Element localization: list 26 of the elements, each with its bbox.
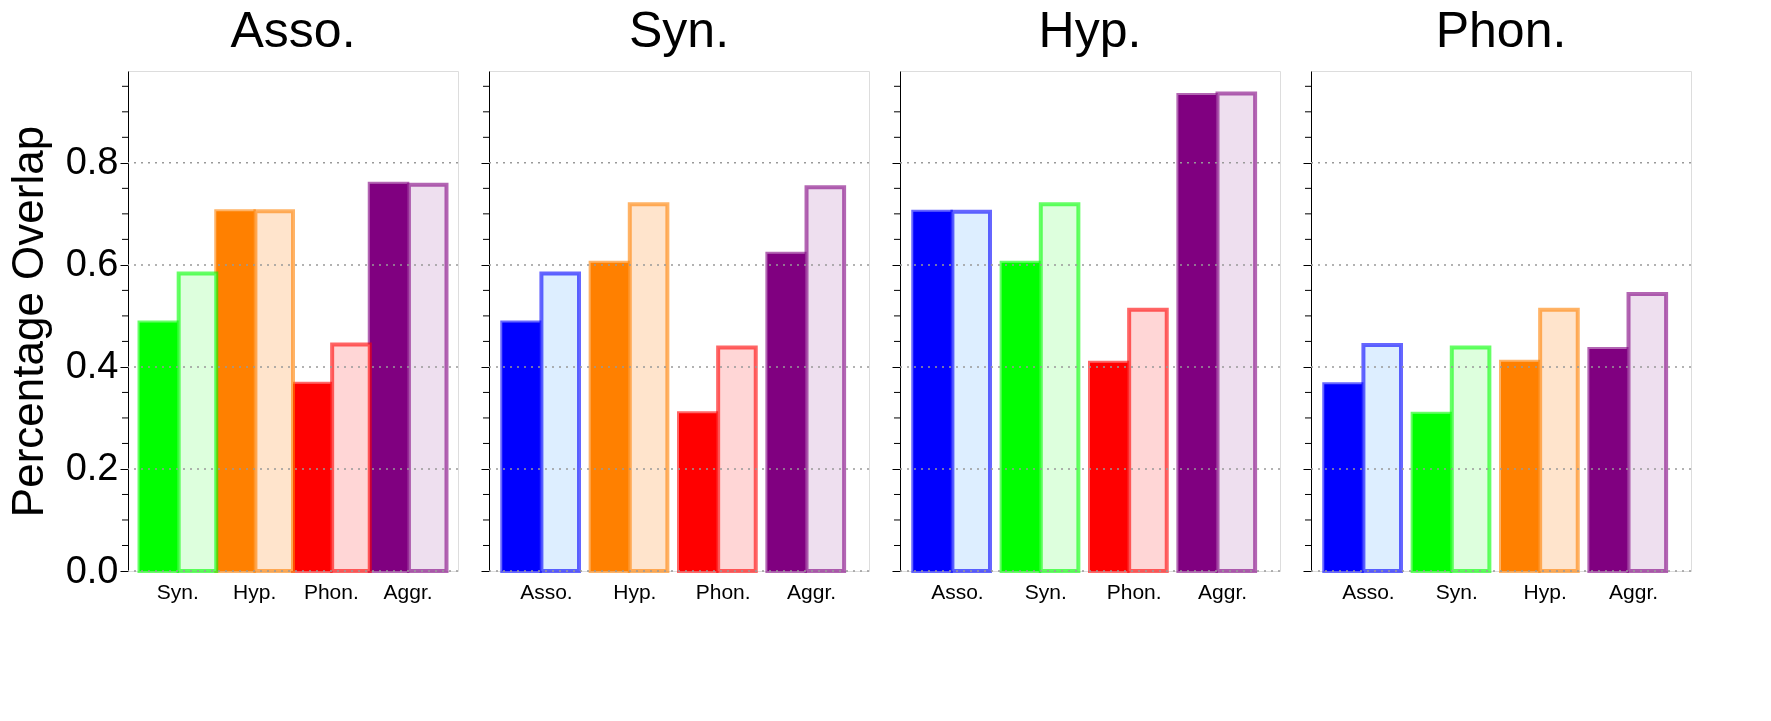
y-tick-label: 0.4 (65, 344, 119, 387)
x-tick-label: Aggr. (383, 579, 433, 603)
x-tick-label: Asso. (1342, 579, 1395, 603)
x-tick-label: Phon. (695, 579, 751, 603)
y-tick-label: 0.6 (65, 242, 119, 285)
x-tick-label: Asso. (931, 579, 984, 603)
chart-title: Syn. (628, 2, 730, 58)
chart-title: Hyp. (1038, 2, 1142, 58)
x-tick-label: Aggr. (787, 579, 837, 603)
x-tick-label: Phon. (303, 579, 359, 603)
x-tick-label: Phon. (1106, 579, 1162, 603)
x-tick-label: Hyp. (233, 579, 277, 603)
x-tick-label: Syn. (1435, 579, 1478, 603)
y-tick-label: 0.8 (65, 140, 119, 183)
x-tick-label: Hyp. (613, 579, 657, 603)
x-tick-label: Asso. (520, 579, 573, 603)
x-tick-label: Syn. (1024, 579, 1067, 603)
chart-title: Phon. (1435, 2, 1567, 58)
x-tick-label: Hyp. (1523, 579, 1567, 603)
y-tick-label: 0.0 (65, 548, 119, 591)
x-tick-label: Syn. (156, 579, 199, 603)
x-tick-label: Aggr. (1198, 579, 1248, 603)
x-tick-label: Aggr. (1609, 579, 1659, 603)
chart-title: Asso. (230, 2, 356, 58)
y-tick-label: 0.2 (65, 446, 119, 489)
y-axis-title: Percentage Overlap (2, 125, 52, 518)
